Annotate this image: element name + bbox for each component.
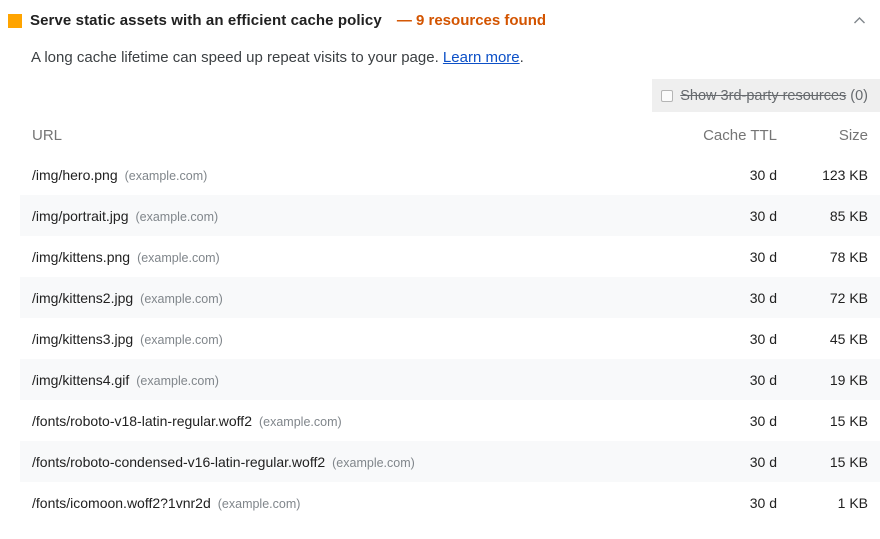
resource-host: (example.com) — [332, 455, 415, 470]
size-cell: 19 KB — [829, 371, 868, 388]
size-cell: 78 KB — [829, 248, 868, 265]
cache-ttl-cell: 30 d — [749, 371, 777, 388]
description-period: . — [519, 49, 524, 66]
third-party-filter-label: Show 3rd-party resources (0) — [680, 88, 868, 104]
url-cell: /img/portrait.jpg (example.com) — [20, 208, 667, 224]
table-row: /fonts/roboto-condensed-v16-latin-regula… — [20, 441, 880, 482]
cache-ttl-cell: 30 d — [749, 207, 777, 224]
resource-table: URL Cache TTL Size /img/hero.png (example… — [20, 116, 880, 523]
resource-url: /fonts/roboto-condensed-v16-latin-regula… — [32, 453, 326, 470]
table-row: /img/portrait.jpg (example.com) 30 d 85 K… — [20, 195, 880, 236]
table-row: /img/kittens3.jpg (example.com) 30 d 45 K… — [20, 318, 880, 359]
resource-url: /img/kittens2.jpg — [32, 289, 134, 306]
chevron-up-icon[interactable] — [851, 12, 868, 29]
url-cell: /img/kittens2.jpg (example.com) — [20, 290, 667, 306]
resource-url: /img/kittens4.gif — [32, 371, 130, 388]
url-cell: /img/kittens4.gif (example.com) — [20, 372, 667, 388]
resource-url: /img/kittens.png — [32, 248, 131, 265]
filter-row: Show 3rd-party resources (0) — [0, 79, 880, 112]
audit-header[interactable]: Serve static assets with an efficient ca… — [0, 0, 880, 29]
resource-host: (example.com) — [217, 496, 301, 511]
cache-ttl-cell: 30 d — [749, 453, 777, 470]
table-row: /img/kittens4.gif (example.com) 30 d 19 K… — [20, 359, 880, 400]
cache-ttl-cell: 30 d — [749, 494, 777, 511]
cache-ttl-cell: 30 d — [749, 166, 777, 183]
url-cell: /fonts/icomoon.woff2?1vnr2d (example.com) — [20, 495, 667, 511]
size-cell: 15 KB — [829, 412, 868, 429]
audit-display-value: — 9 resources found — [396, 12, 547, 29]
cache-ttl-cell: 30 d — [749, 289, 777, 306]
resource-host: (example.com) — [136, 373, 219, 388]
learn-more-link[interactable]: Learn more — [442, 49, 520, 66]
average-score-square-icon — [8, 13, 22, 28]
column-header-url: URL — [32, 126, 63, 144]
third-party-filter[interactable]: Show 3rd-party resources (0) — [652, 79, 880, 112]
resource-host: (example.com) — [258, 414, 342, 429]
resource-host: (example.com) — [140, 291, 223, 306]
size-cell: 1 KB — [837, 494, 868, 511]
url-cell: /img/hero.png (example.com) — [20, 167, 667, 183]
table-header-row: URL Cache TTL Size — [20, 116, 880, 154]
resource-host: (example.com) — [135, 209, 219, 224]
resource-url: /fonts/icomoon.woff2?1vnr2d — [32, 494, 211, 511]
size-cell: 123 KB — [822, 166, 868, 183]
resource-host: (example.com) — [124, 168, 208, 183]
resource-host: (example.com) — [140, 332, 223, 347]
size-cell: 45 KB — [829, 330, 868, 347]
url-cell: /img/kittens3.jpg (example.com) — [20, 331, 667, 347]
table-row: /fonts/icomoon.woff2?1vnr2d (example.com)… — [20, 482, 880, 523]
column-header-size: Size — [838, 126, 868, 144]
table-row: /img/kittens2.jpg (example.com) 30 d 72 K… — [20, 277, 880, 318]
resource-url: /img/portrait.jpg — [32, 207, 129, 224]
table-row: /img/kittens.png (example.com) 30 d 78 KB — [20, 236, 880, 277]
resource-url: /fonts/roboto-v18-latin-regular.woff2 — [32, 412, 252, 429]
table-row: /fonts/roboto-v18-latin-regular.woff2 (ex… — [20, 400, 880, 441]
size-cell: 72 KB — [829, 289, 868, 306]
description-text: A long cache lifetime can speed up repea… — [31, 49, 443, 66]
url-cell: /fonts/roboto-v18-latin-regular.woff2 (ex… — [20, 413, 667, 429]
url-cell: /img/kittens.png (example.com) — [20, 249, 667, 265]
resource-host: (example.com) — [137, 250, 220, 265]
audit-description: A long cache lifetime can speed up repea… — [31, 49, 880, 66]
column-header-cache-ttl: Cache TTL — [703, 126, 777, 144]
resource-url: /img/hero.png — [32, 166, 118, 183]
size-cell: 15 KB — [829, 453, 868, 470]
third-party-count: (0) — [850, 87, 868, 104]
size-cell: 85 KB — [829, 207, 868, 224]
third-party-checkbox[interactable] — [661, 89, 674, 102]
url-cell: /fonts/roboto-condensed-v16-latin-regula… — [20, 454, 667, 470]
cache-ttl-cell: 30 d — [749, 412, 777, 429]
cache-ttl-cell: 30 d — [749, 330, 777, 347]
table-row: /img/hero.png (example.com) 30 d 123 KB — [20, 154, 880, 195]
third-party-filter-text: Show 3rd-party resources — [680, 87, 847, 104]
audit-title: Serve static assets with an efficient ca… — [30, 12, 382, 29]
resource-url: /img/kittens3.jpg — [32, 330, 134, 347]
cache-ttl-cell: 30 d — [749, 248, 777, 265]
